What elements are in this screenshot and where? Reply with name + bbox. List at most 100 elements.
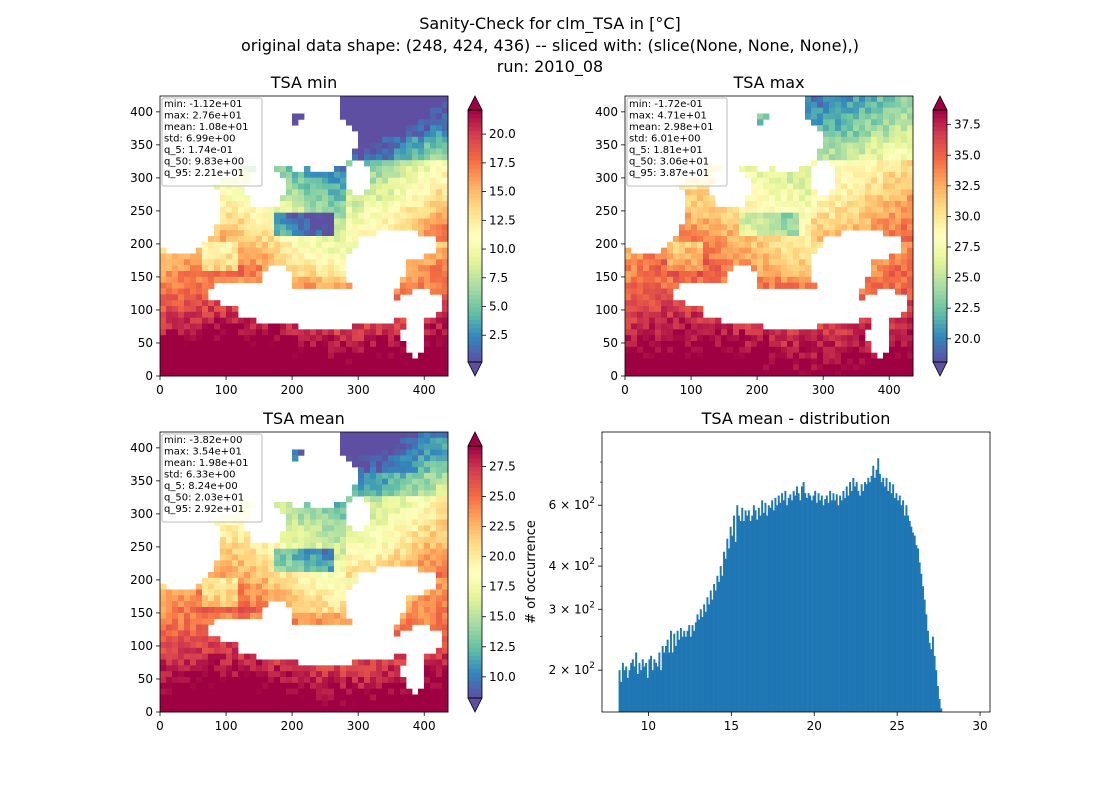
map-cell [406, 113, 413, 120]
map-cell [430, 694, 437, 701]
map-cell [871, 154, 878, 161]
map-cell [352, 148, 359, 155]
map-cell [262, 694, 269, 701]
map-cell [334, 189, 341, 196]
map-cell [262, 601, 269, 608]
map-cell [412, 694, 419, 701]
map-cell [727, 241, 734, 249]
map-cell [226, 241, 233, 249]
map-cell [292, 323, 299, 330]
map-cell [442, 230, 449, 237]
map-cell [238, 189, 245, 196]
map-cell [787, 352, 794, 359]
map-cell [226, 694, 233, 701]
histogram-bar [888, 482, 891, 712]
map-cell [316, 583, 323, 590]
colorbar-segment [468, 349, 482, 355]
map-cell [805, 335, 812, 342]
map-cell [430, 107, 437, 114]
map-cell [322, 677, 329, 684]
map-cell [835, 206, 842, 214]
map-cell [418, 478, 425, 485]
map-cell [346, 206, 353, 214]
colorbar-segment [468, 231, 482, 237]
map-cell [442, 346, 449, 354]
map-cell [292, 218, 299, 225]
map-cell [763, 230, 770, 237]
map-cell [442, 148, 449, 155]
map-cell [196, 329, 203, 336]
map-cell [184, 300, 191, 307]
histogram-bar [742, 521, 745, 712]
map-cell [793, 335, 800, 342]
stats-line: std: 6.99e+00 [164, 134, 236, 145]
map-cell [889, 358, 896, 365]
map-cell [376, 171, 383, 179]
map-cell [238, 612, 245, 620]
map-cell [757, 206, 764, 214]
map-cell [178, 294, 185, 301]
map-cell [160, 358, 167, 365]
map-cell [358, 432, 365, 439]
map-cell [334, 665, 341, 672]
map-cell [895, 230, 902, 237]
map-cell [292, 271, 299, 278]
map-cell [751, 335, 758, 342]
map-cell [436, 276, 443, 284]
map-cell [412, 218, 419, 225]
map-cell [436, 206, 443, 214]
map-cell [388, 490, 395, 497]
map-cell [178, 265, 185, 272]
map-cell [226, 525, 233, 532]
map-cell [394, 525, 401, 532]
histogram-bar [844, 497, 847, 712]
map-cell [751, 212, 758, 219]
map-cell [757, 335, 764, 342]
map-cell [262, 589, 269, 596]
map-cell [871, 259, 878, 266]
map-cell [673, 317, 680, 324]
map-cell [907, 142, 914, 149]
map-cell [274, 329, 281, 336]
map-cell [799, 241, 806, 249]
map-title: TSA min [270, 73, 337, 92]
map-cell [226, 612, 233, 620]
map-cell [835, 113, 842, 120]
map-cell [382, 706, 389, 713]
map-cell [208, 276, 215, 284]
map-cell [238, 653, 245, 660]
map-cell [835, 119, 842, 126]
map-cell [250, 241, 257, 249]
map-cell [340, 364, 347, 371]
map-cell [172, 706, 179, 713]
map-cell [166, 601, 173, 608]
map-cell [394, 443, 401, 450]
map-cell [811, 224, 818, 231]
colorbar-tick-label: 25.0 [954, 271, 981, 285]
map-cell [232, 335, 239, 342]
colorbar-segment [933, 152, 947, 157]
map-cell [310, 560, 317, 567]
map-cell [322, 224, 329, 231]
map-cell [280, 688, 287, 695]
map-cell [346, 449, 353, 456]
map-cell [835, 195, 842, 202]
histogram-bar [694, 622, 697, 712]
colorbar-segment [468, 614, 482, 619]
map-cell [721, 341, 728, 348]
map-cell [805, 265, 812, 272]
map-cell [412, 554, 419, 561]
map-cell [406, 136, 413, 144]
map-axes-frame [159, 431, 449, 713]
map-cell [202, 694, 209, 701]
map-cell [370, 560, 377, 567]
map-cell [655, 271, 662, 278]
map-cell [268, 542, 275, 550]
map-cell [190, 265, 197, 272]
map-cell [847, 224, 854, 231]
y-tick-label: 200 [130, 237, 153, 251]
map-cell [220, 525, 227, 532]
colorbar-segment [468, 303, 482, 308]
x-tick-label: 0 [621, 383, 629, 397]
colorbar-segment [468, 534, 482, 539]
